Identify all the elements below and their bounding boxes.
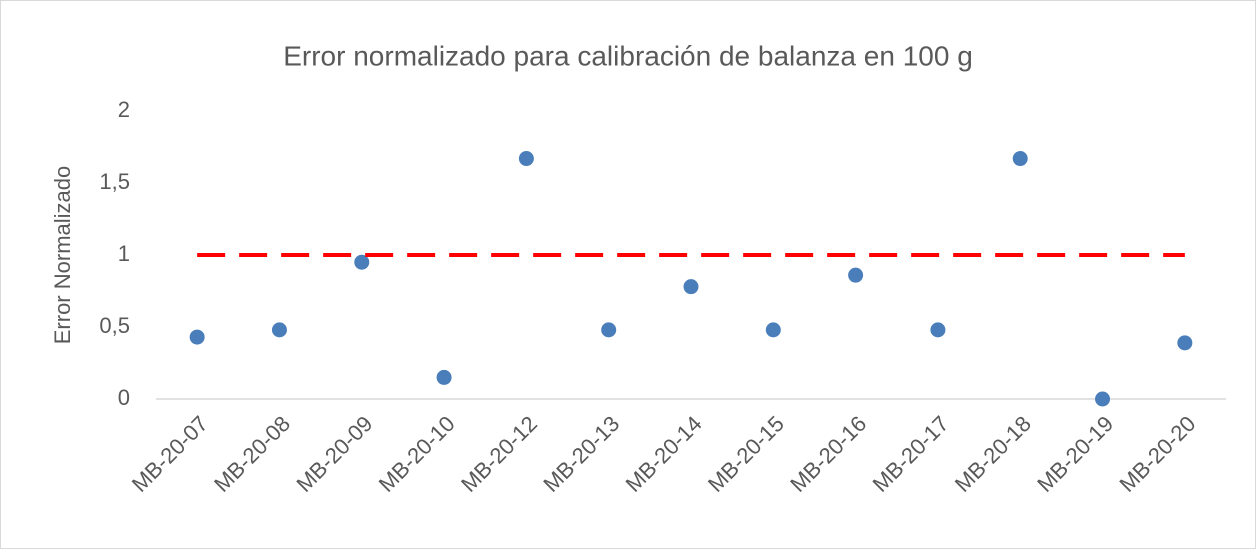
chart-title: Error normalizado para calibración de ba… [283,40,973,71]
point [601,322,617,338]
y-axis-title: Error Normalizado [50,166,75,345]
point [189,329,205,345]
point [848,267,864,283]
point [354,254,370,270]
y-tick-label: 1 [118,241,130,266]
point [1095,391,1111,407]
point [518,151,534,167]
point [271,322,287,338]
point [436,369,452,385]
point [1012,151,1028,167]
y-tick-label: 0,5 [99,313,130,338]
point [765,322,781,338]
point [1177,335,1193,351]
point [683,279,699,295]
y-tick-label: 1,5 [99,169,130,194]
y-tick-label: 2 [118,97,130,122]
y-tick-label: 0 [118,385,130,410]
point [930,322,946,338]
